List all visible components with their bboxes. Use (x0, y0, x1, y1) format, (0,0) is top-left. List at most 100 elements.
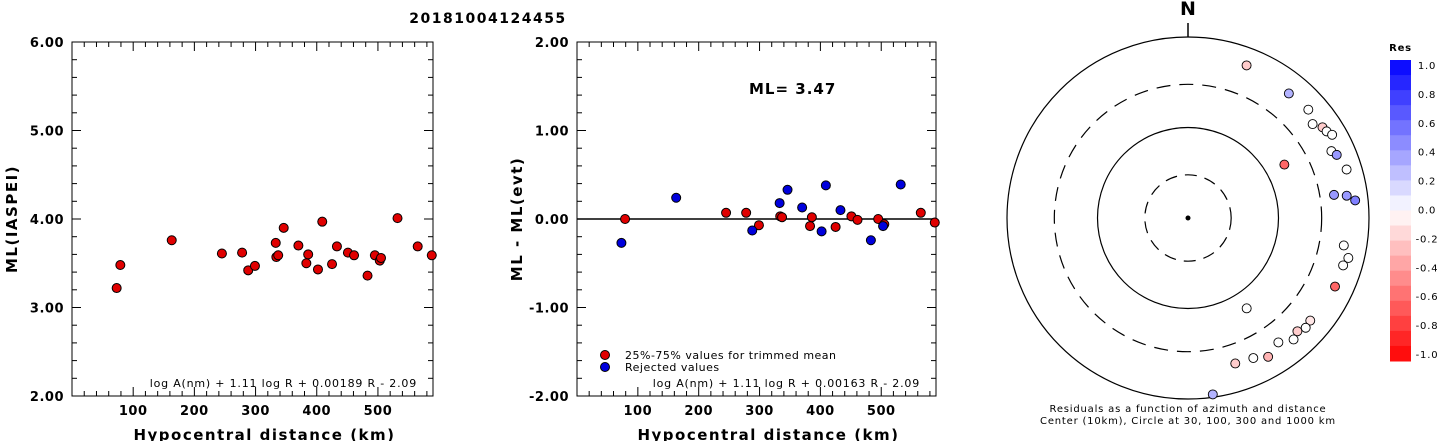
station-residual-point (1343, 253, 1354, 263)
x-tick-label: 200 (684, 404, 713, 419)
station-residual-point (1327, 129, 1338, 140)
colorbar-segment (1390, 195, 1411, 211)
station-residual-point (1341, 190, 1352, 201)
station-residual-point (1273, 337, 1284, 348)
y-tick-label: 5.00 (30, 125, 64, 140)
colorbar-segment (1390, 225, 1411, 242)
y-tick-label: 3.00 (30, 302, 64, 317)
ml-annotation: ML= 3.47 (749, 80, 836, 98)
station-residual-point (1303, 104, 1314, 115)
data-point (312, 264, 323, 275)
station-residual-point (1341, 164, 1352, 175)
epicenter-dot (1185, 215, 1191, 221)
colorbar-segment (1390, 120, 1411, 136)
x-tick-label: 100 (119, 404, 148, 419)
station-residual-point (1338, 260, 1349, 271)
y-tick-label: 0.00 (535, 213, 569, 228)
station-residual-point (1241, 303, 1252, 314)
y-tick-label: -1.00 (529, 302, 569, 317)
colorbar-segment (1390, 345, 1411, 362)
data-point (392, 213, 403, 224)
station-residual-point (1248, 353, 1259, 364)
x-tick-label: 400 (302, 404, 331, 419)
data-point (878, 221, 889, 232)
data-point (270, 237, 281, 248)
data-point (349, 250, 360, 261)
legend-label: 25%-75% values for trimmed mean (625, 349, 837, 362)
north-label: N (1180, 0, 1196, 20)
data-point (774, 198, 785, 209)
station-residual-point (1263, 351, 1274, 362)
colorbar-segment (1390, 90, 1411, 106)
y-tick-label: 6.00 (30, 36, 64, 51)
x-tick-label: 300 (745, 404, 774, 419)
data-point (721, 207, 732, 218)
residual-colorbar: Res 1.0 0.8 0.6 0.4 0.2 0.0 -0.2 -0.4 -0.6 -0.8 -1.… (1389, 43, 1437, 362)
data-point (747, 225, 758, 236)
data-point (237, 247, 248, 258)
formula-text: log A(nm) + 1.11 log R + 0.00163 R - 2.0… (653, 377, 920, 390)
colorbar-segment (1390, 300, 1411, 317)
station-residual-point (1300, 322, 1311, 333)
station-residual-point (1288, 334, 1299, 345)
ml-vs-distance-panel: 2.00 3.00 4.00 5.00 6.00 100 200 300 400 500 Hypoc… (3, 36, 437, 441)
x-tick-label: 100 (624, 404, 653, 419)
y-tick-label: 4.00 (30, 213, 64, 228)
data-point (929, 217, 940, 228)
data-point (820, 180, 831, 191)
station-residual-point (1331, 149, 1342, 160)
station-residual-point (1305, 315, 1316, 326)
legend-label: Rejected values (625, 361, 720, 374)
data-point (797, 202, 808, 213)
colorbar-tick-label: -0.6 (1416, 292, 1437, 303)
data-point (375, 252, 386, 263)
data-point (835, 205, 846, 216)
colorbar-segment (1390, 240, 1411, 257)
station-residual-point (1207, 389, 1218, 400)
x-tick-label: 400 (806, 404, 835, 419)
colorbar-segment (1390, 330, 1411, 347)
formula-text: log A(nm) + 1.11 log R + 0.00189 R - 2.0… (150, 377, 417, 390)
station-residual-point (1338, 240, 1349, 251)
data-point (273, 250, 284, 261)
y-tick-label: 2.00 (30, 390, 64, 405)
data-point (806, 212, 817, 223)
ring-100km (1096, 126, 1280, 310)
ring-300km (1053, 83, 1323, 353)
azimuth-residual-polar-panel: N Residuals as a function of azimuth and … (1006, 0, 1370, 427)
data-point (620, 214, 631, 224)
station-residual-point (1329, 189, 1339, 200)
data-point (741, 207, 752, 218)
colorbar-tick-label: -1.0 (1416, 350, 1437, 361)
x-axis-label: Hypocentral distance (km) (637, 426, 899, 441)
colorbar-tick-label: -0.2 (1416, 234, 1437, 245)
data-point (895, 179, 906, 190)
colorbar-segment (1390, 60, 1411, 76)
colorbar-tick-label: -0.4 (1416, 263, 1437, 274)
x-tick-label: 500 (364, 404, 393, 419)
data-point (805, 221, 816, 232)
polar-caption-line1: Residuals as a function of azimuth and d… (1050, 404, 1327, 415)
station-residual-point (1230, 358, 1241, 369)
data-point (412, 241, 423, 252)
x-tick-label: 300 (241, 404, 270, 419)
data-point (166, 235, 177, 246)
x-tick-label: 500 (867, 404, 896, 419)
data-point (331, 241, 342, 252)
data-point (293, 240, 304, 251)
data-point (278, 222, 289, 233)
colorbar-segment (1390, 315, 1411, 332)
data-point (865, 235, 876, 246)
colorbar-title: Res (1389, 43, 1412, 54)
polar-caption-line2: Center (10km), Circle at 30, 100, 300 an… (1040, 416, 1336, 427)
colorbar-tick-label: 0.0 (1418, 206, 1436, 217)
data-point (852, 214, 863, 225)
colorbar-tick-label: 0.2 (1418, 177, 1436, 188)
residual-vs-distance-panel: -2.00 -1.00 0.00 1.00 2.00 100 200 300 400 500 Hyp… (508, 36, 940, 441)
data-point (111, 283, 122, 294)
data-point (616, 237, 627, 248)
station-residual-point (1350, 195, 1361, 206)
figure-title: 20181004124455 (409, 11, 566, 27)
station-residual-point (1292, 326, 1303, 337)
